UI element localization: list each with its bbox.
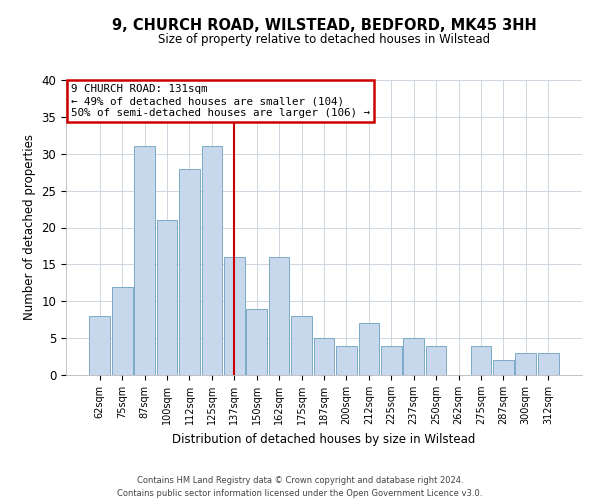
Bar (157, 220, 178, 375)
Bar (359, 324, 379, 375)
Bar (426, 346, 446, 375)
Bar (538, 353, 559, 375)
Bar (515, 353, 536, 375)
Text: Contains HM Land Registry data © Crown copyright and database right 2024.
Contai: Contains HM Land Registry data © Crown c… (118, 476, 482, 498)
Bar (89, 316, 110, 375)
Bar (224, 257, 245, 375)
Bar (112, 286, 133, 375)
Text: 9 CHURCH ROAD: 131sqm
← 49% of detached houses are smaller (104)
50% of semi-det: 9 CHURCH ROAD: 131sqm ← 49% of detached … (71, 84, 370, 117)
Bar (202, 146, 222, 375)
Text: Size of property relative to detached houses in Wilstead: Size of property relative to detached ho… (158, 32, 490, 46)
Bar (247, 308, 267, 375)
X-axis label: Distribution of detached houses by size in Wilstead: Distribution of detached houses by size … (172, 432, 476, 446)
Bar (470, 346, 491, 375)
Bar (403, 338, 424, 375)
Bar (493, 360, 514, 375)
Bar (381, 346, 401, 375)
Y-axis label: Number of detached properties: Number of detached properties (23, 134, 36, 320)
Bar (179, 168, 200, 375)
Bar (336, 346, 357, 375)
Text: 9, CHURCH ROAD, WILSTEAD, BEDFORD, MK45 3HH: 9, CHURCH ROAD, WILSTEAD, BEDFORD, MK45 … (112, 18, 536, 32)
Bar (314, 338, 334, 375)
Bar (291, 316, 312, 375)
Bar (134, 146, 155, 375)
Bar (269, 257, 289, 375)
